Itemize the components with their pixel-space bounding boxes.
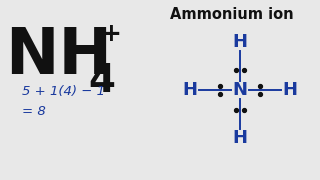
- Text: = 8: = 8: [22, 105, 46, 118]
- Text: 4: 4: [88, 62, 115, 100]
- Text: N: N: [233, 81, 247, 99]
- Text: +: +: [100, 22, 121, 46]
- Text: H: H: [233, 129, 247, 147]
- Text: H: H: [283, 81, 298, 99]
- Text: 5 + 1(4) − 1: 5 + 1(4) − 1: [22, 85, 105, 98]
- Text: H: H: [233, 33, 247, 51]
- Text: Ammonium ion: Ammonium ion: [170, 7, 294, 22]
- Text: NH: NH: [5, 25, 112, 87]
- Text: H: H: [182, 81, 197, 99]
